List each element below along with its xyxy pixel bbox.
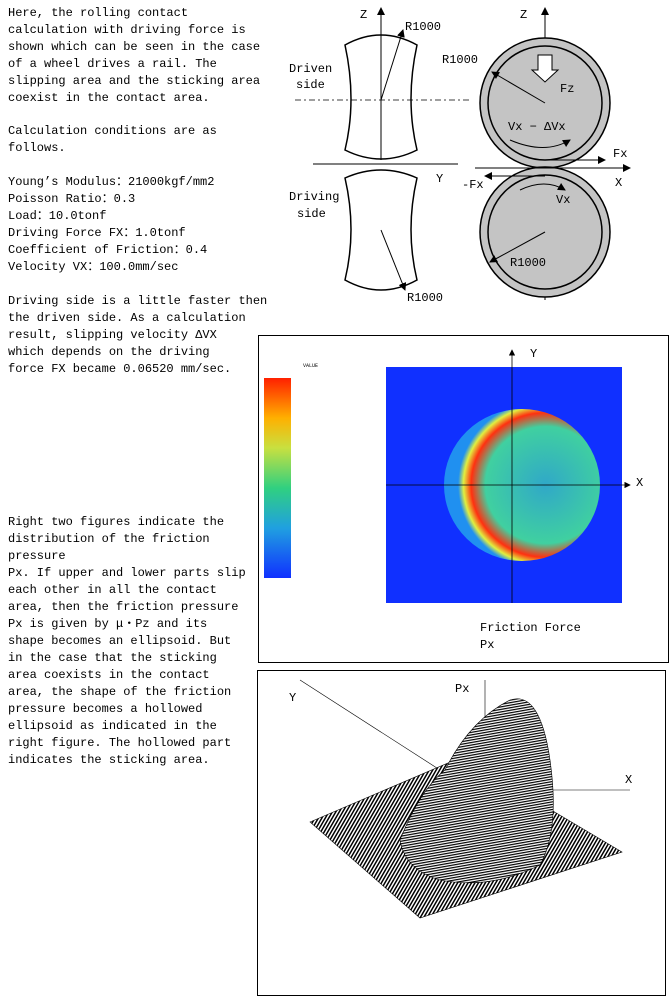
text-line: which depends on the driving [8, 345, 210, 359]
text-line: result, slipping velocity ΔVX [8, 328, 217, 342]
label: Fz [560, 82, 574, 96]
text-line: slipping area and the sticking area [8, 74, 260, 88]
text-line: indicates the sticking area. [8, 753, 210, 767]
text-line: distribution of the friction [8, 532, 210, 546]
label: Y [436, 172, 443, 186]
text-line: Driving Force FX：1.0tonf [8, 226, 186, 240]
label: Vx [556, 193, 570, 207]
text-line: Right two figures indicate the [8, 515, 224, 529]
text-line: calculation with driving force is [8, 23, 246, 37]
label: Driven [289, 62, 332, 76]
label: R1000 [405, 20, 441, 34]
label: X [625, 773, 632, 787]
text-line: shape becomes an ellipsoid. But [8, 634, 231, 648]
text-line: shown which can be seen in the case [8, 40, 260, 54]
text-line: coexist in the contact area. [8, 91, 210, 105]
text-line: Calculation conditions are as [8, 124, 217, 138]
text-line: Px is given by μ・Pz and its [8, 617, 207, 631]
text-line: Driving side is a little faster then [8, 294, 267, 308]
text-line: of a wheel drives a rail. The [8, 57, 217, 71]
label: Z [520, 8, 527, 22]
text-line: Velocity VX：100.0mm/sec [8, 260, 178, 274]
text-line: force FX became 0.06520 mm/sec. [8, 362, 231, 376]
label: R1000 [510, 256, 546, 270]
label: Driving [289, 190, 339, 204]
figure-friction-contour: VALUE Y X Friction Force Px [258, 335, 669, 663]
label: R1000 [407, 291, 443, 305]
label: R1000 [442, 53, 478, 67]
label: Y [289, 691, 296, 705]
text-line: in the case that the sticking [8, 651, 217, 665]
legend-title: VALUE [303, 363, 318, 369]
text-line: Here, the rolling contact [8, 6, 188, 20]
text-line: ellipsoid as indicated in the [8, 719, 217, 733]
body-text: Here, the rolling contact calculation wit… [8, 6, 267, 767]
label: Vx − ΔVx [508, 120, 566, 134]
figure-friction-3d: Y Px X [257, 670, 666, 996]
label: X [636, 476, 643, 490]
label: Z [360, 8, 367, 22]
text-line: area, then the friction pressure [8, 600, 238, 614]
figure1-labels: Z R1000 Driven side R1000 Fz Vx − ΔVx Fx… [289, 8, 627, 305]
text-line: Load：10.0tonf [8, 209, 106, 223]
text-line: each other in all the contact [8, 583, 217, 597]
text-line: Px. If upper and lower parts slip [8, 566, 246, 580]
text-line: the driven side. As a calculation [8, 311, 246, 325]
text-line: Poisson Ratio：0.3 [8, 192, 135, 206]
caption: Px [480, 638, 494, 652]
label: -Fx [462, 178, 484, 192]
text-line: area coexists in the contact [8, 668, 210, 682]
text-line: pressure [8, 549, 66, 563]
label: Y [530, 347, 537, 361]
text-line: area, the shape of the friction [8, 685, 231, 699]
label: Fx [613, 147, 627, 161]
text-line: pressure becomes a hollowed [8, 702, 202, 716]
text-line: Young’s Modulus：21000kgf/mm2 [8, 175, 214, 189]
label: Px [455, 682, 469, 696]
text-line: follows. [8, 141, 66, 155]
text-line: right figure. The hollowed part [8, 736, 231, 750]
label: X [615, 176, 622, 190]
caption: Friction Force [480, 621, 581, 635]
label: side [297, 207, 326, 221]
figure-rolling-contact [295, 7, 631, 300]
text-line: Coefficient of Friction：0.4 [8, 243, 207, 257]
label: side [296, 78, 325, 92]
